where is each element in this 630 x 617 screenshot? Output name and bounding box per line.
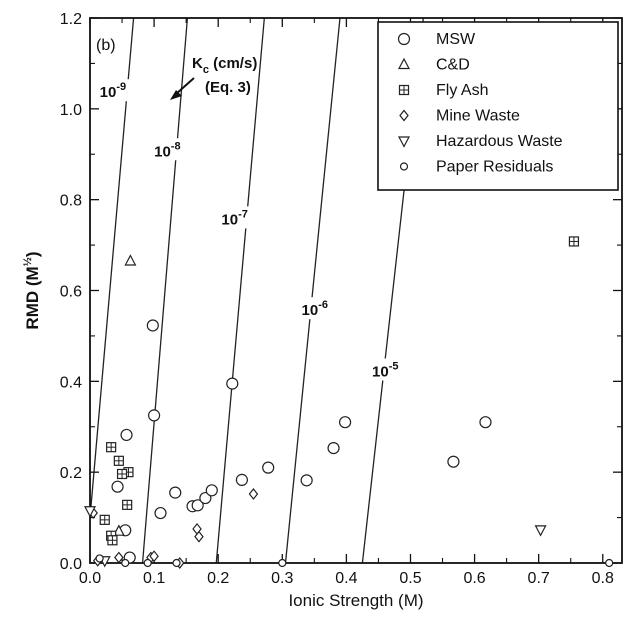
legend-label: MSW [436,31,476,48]
data-point [84,506,96,518]
contour-lines [90,18,424,563]
x-tick-label: 0.5 [399,570,421,587]
legend-label: Fly Ash [436,82,488,99]
data-point [143,558,152,568]
data-point [106,442,117,453]
contour-label-5: 10-5 [372,361,398,381]
data-point [605,558,614,568]
contour-label-bg [218,206,259,229]
data-point [120,428,133,442]
data-point [107,535,118,546]
eq-annotation: (Eq. 3) [205,79,251,96]
panel-label: (b) [96,37,116,54]
y-tick-label: 0.0 [60,556,82,573]
contour-label-2: 10-8 [154,140,180,160]
y-tick-label: 1.0 [60,102,82,119]
series-triangle-up [112,254,137,536]
contour-label-bg [96,79,137,102]
data-point [172,558,181,568]
y-axis-label: RMD (M½) [22,251,42,329]
data-point [339,416,352,429]
legend-label: Hazardous Waste [436,133,563,150]
data-point [199,491,212,505]
annotation-arrow [175,77,195,95]
data-point [122,499,133,510]
x-tick-label: 0.8 [592,570,614,587]
contour-line-1 [90,18,135,518]
legend: MSW C&D Fly Ash Mine Waste Hazardous Waste Pa… [377,21,619,191]
contour-label-1: 10-9 [100,81,126,101]
x-tick-label: 0.0 [79,570,101,587]
contour-label-bg [151,138,192,161]
x-tick-label: 0.7 [528,570,550,587]
data-point [262,461,275,474]
x-axis-label: Ionic Strength (M) [288,591,423,610]
data-point [447,455,460,468]
x-tick-label: 0.6 [463,570,485,587]
x-tick-label: 0.4 [335,570,357,587]
y-tick-label: 0.4 [60,374,82,391]
contour-label-4: 10-6 [302,299,328,319]
data-point [149,550,159,563]
legend-marker [398,57,410,70]
contour-line-4 [284,18,341,563]
kc-annotation: Kc (cm/s) [192,55,257,76]
data-point [154,506,167,520]
data-point [300,474,313,487]
annotation-arrowhead [170,90,182,100]
data-point [147,409,161,422]
y-tick-label: 0.8 [60,193,82,210]
y-tick-label: 0.2 [60,465,82,482]
series-diamond [88,488,259,569]
data-point [191,499,204,512]
data-point [116,468,128,480]
legend-label: Paper Residuals [436,159,553,176]
y-tick-label: 0.6 [60,284,82,301]
data-point [124,254,137,266]
legend-marker [398,84,410,96]
data-point [327,441,340,455]
series-square-cross [99,236,580,546]
series-circle-small [95,554,614,568]
data-point [226,377,239,390]
legend-marker [397,32,411,46]
data-point [169,486,182,499]
data-point [95,554,104,563]
data-point [278,558,287,568]
contour-label-bg [298,297,339,320]
data-point [568,236,580,247]
data-point [99,514,110,525]
legend-marker [398,136,410,148]
contour-line-2 [141,18,189,563]
data-point [534,525,547,537]
x-tick-label: 0.1 [143,570,165,587]
data-point [248,488,259,500]
legend-marker [399,109,409,122]
data-point [205,484,218,497]
legend-box [377,21,619,191]
data-point [235,473,249,486]
data-point [121,558,130,568]
data-point [146,319,159,332]
x-tick-label: 0.2 [207,570,229,587]
y-tick-label: 1.2 [60,11,82,28]
contour-label-3: 10-7 [221,208,247,228]
series-circle [111,319,492,564]
data-point [114,551,124,564]
legend-marker [399,162,409,171]
data-point [112,524,125,536]
x-tick-label: 0.3 [271,570,293,587]
data-point [192,522,202,535]
data-point [113,455,124,466]
legend-label: C&D [436,57,470,74]
data-point [111,480,124,493]
data-point [479,416,492,429]
contour-label-bg [369,358,410,381]
contour-line-3 [215,18,265,563]
legend-label: Mine Waste [436,108,520,125]
